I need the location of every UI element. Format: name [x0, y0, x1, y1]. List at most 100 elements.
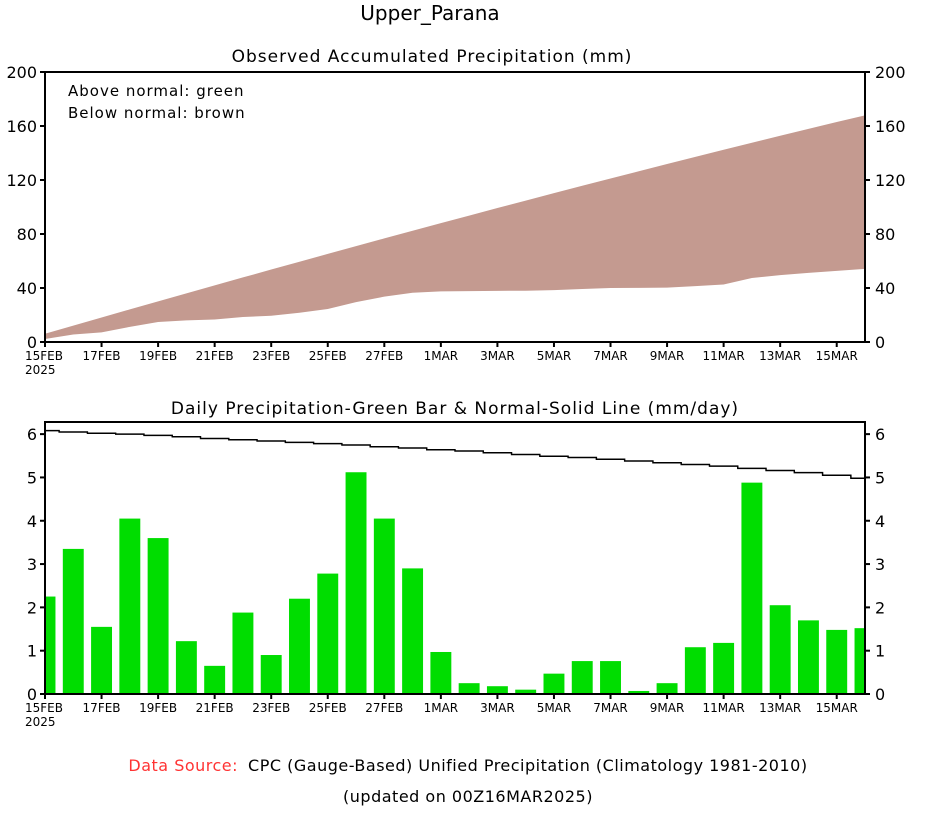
x-tick-label: 25FEB: [309, 349, 347, 363]
y-tick-label-left: 3: [27, 555, 37, 574]
x-tick-label: 5MAR: [537, 349, 572, 363]
y-tick-label-left: 0: [27, 685, 37, 704]
precip-bar: [45, 596, 56, 694]
y-tick-label-left: 4: [27, 512, 37, 531]
precip-bar: [769, 605, 791, 694]
x-tick-label: 5MAR: [537, 701, 572, 715]
daily-precip-chart: 0 0 1 1 2 2 3 3 4 4 5 5 6 6 15FEB 17FEB 19FEB 21FEB 23FEB 2…: [25, 421, 885, 729]
x-tick-label: 1MAR: [424, 701, 459, 715]
precip-bar: [854, 628, 865, 694]
y-tick-label-left: 6: [27, 425, 37, 444]
y-tick-label-left: 80: [17, 225, 37, 244]
y-tick-label-right: 0: [875, 685, 885, 704]
precip-bar: [600, 661, 621, 694]
x-tick-label: 21FEB: [196, 701, 234, 715]
bottom-chart-title: Daily Precipitation-Green Bar & Normal-S…: [171, 399, 739, 419]
y-tick-label-right: 160: [875, 117, 906, 136]
y-tick-label-left: 0: [27, 333, 37, 352]
legend-above: Above normal: green: [68, 82, 245, 100]
x-tick-label: 21FEB: [196, 349, 234, 363]
y-tick-label-right: 200: [875, 63, 906, 82]
x-tick-label: 25FEB: [309, 701, 347, 715]
x-tick-label: 1MAR: [424, 349, 459, 363]
x-tick-label: 15FEB: [25, 349, 63, 363]
y-tick-label-left: 5: [27, 468, 37, 487]
precip-bar: [260, 655, 282, 694]
x-tick-label: 15MAR: [816, 701, 858, 715]
x-tick-label: 23FEB: [252, 701, 290, 715]
x-tick-label: 3MAR: [480, 349, 515, 363]
precip-bar: [571, 661, 593, 694]
x-tick-label: 19FEB: [139, 701, 177, 715]
chart-title: Upper_Parana: [360, 1, 499, 25]
x-tick-label: 19FEB: [139, 349, 177, 363]
x-tick-label: 17FEB: [83, 701, 121, 715]
precip-bar: [289, 598, 310, 694]
legend-below: Below normal: brown: [68, 104, 246, 122]
precip-bar: [486, 686, 508, 694]
y-tick-label-right: 120: [875, 171, 906, 190]
data-source-text: CPC (Gauge-Based) Unified Precipitation …: [248, 756, 808, 775]
y-tick-label-right: 0: [875, 333, 885, 352]
precip-bar: [204, 665, 226, 694]
x-tick-label: 11MAR: [703, 701, 745, 715]
y-tick-label-left: 200: [6, 63, 37, 82]
y-tick-label-right: 3: [875, 555, 885, 574]
precip-bar: [430, 651, 452, 694]
precip-bar: [62, 548, 84, 694]
x-tick-label: 3MAR: [480, 701, 515, 715]
x-tick-label: 7MAR: [593, 701, 628, 715]
x-year-label: 2025: [25, 715, 56, 729]
y-tick-label-left: 40: [17, 279, 37, 298]
precip-bar: [402, 568, 424, 694]
x-tick-label: 13MAR: [759, 349, 801, 363]
precip-bar: [515, 689, 537, 694]
y-tick-label-left: 120: [6, 171, 37, 190]
x-tick-label: 9MAR: [650, 349, 685, 363]
precip-bar: [656, 683, 678, 694]
precip-bar: [373, 518, 395, 694]
y-tick-label-left: 2: [27, 598, 37, 617]
x-tick-label: 17FEB: [83, 349, 121, 363]
precip-bar: [317, 573, 339, 694]
bars-group: [45, 472, 865, 694]
x-tick-label: 11MAR: [703, 349, 745, 363]
y-tick-label-right: 80: [875, 225, 895, 244]
precip-bar: [826, 629, 848, 694]
precip-bar: [458, 683, 480, 694]
x-tick-label: 23FEB: [252, 349, 290, 363]
x-year-label: 2025: [25, 363, 56, 377]
precip-bar: [147, 538, 169, 694]
below-normal-area: [45, 115, 865, 339]
precip-bar: [797, 620, 819, 694]
y-tick-label-right: 6: [875, 425, 885, 444]
precip-bar: [232, 612, 254, 694]
precip-bar: [175, 641, 197, 694]
normal-line: [45, 429, 865, 480]
x-tick-label: 27FEB: [365, 701, 403, 715]
x-tick-label: 7MAR: [593, 349, 628, 363]
plot-frame: [44, 421, 866, 695]
x-tick-label: 9MAR: [650, 701, 685, 715]
y-tick-label-left: 160: [6, 117, 37, 136]
x-tick-label: 15FEB: [25, 701, 63, 715]
y-tick-label-right: 40: [875, 279, 895, 298]
precip-bar: [628, 690, 650, 694]
data-source-line: Data Source: CPC (Gauge-Based) Unified Pr…: [128, 756, 807, 775]
y-tick-label-right: 2: [875, 598, 885, 617]
y-tick-label-right: 5: [875, 468, 885, 487]
data-source-label: Data Source:: [128, 756, 238, 775]
precip-bar: [119, 518, 141, 694]
precip-bar: [91, 626, 113, 694]
x-tick-label: 15MAR: [816, 349, 858, 363]
precip-bar: [713, 642, 735, 694]
top-chart-title: Observed Accumulated Precipitation (mm): [232, 47, 633, 67]
y-tick-label-right: 4: [875, 512, 885, 531]
precip-bar: [684, 647, 706, 694]
precip-bar: [345, 472, 367, 694]
x-tick-label: 13MAR: [759, 701, 801, 715]
plot-frame: [44, 71, 866, 343]
accumulated-precip-chart: 0 0 40 40 80 80 120 120 160 160 200 200 15FEB 17FEB 19…: [6, 63, 905, 377]
x-tick-label: 27FEB: [365, 349, 403, 363]
